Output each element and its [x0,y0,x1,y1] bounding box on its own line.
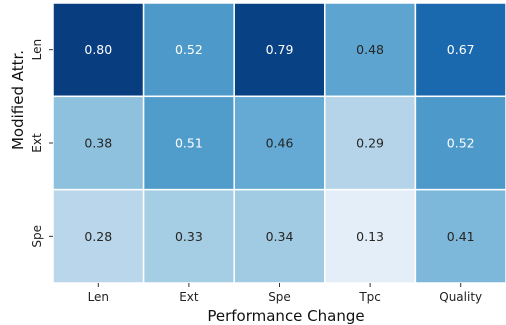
y-axis-label: Modified Attr. [9,50,27,150]
cell-value-label: 0.80 [84,42,112,57]
x-tick-label: Len [88,290,109,304]
cell-value-label: 0.29 [356,136,384,151]
cell-value-label: 0.38 [84,136,112,151]
y-axis-ticks: Len Ext Spe [30,39,53,248]
heatmap-cell [233,2,326,98]
y-tick-label: Len [30,39,44,60]
x-tick-label: Quality [439,290,482,304]
heatmap-cell [233,95,326,191]
cell-value-label: 0.79 [266,42,294,57]
heatmap-cell [324,188,417,284]
heatmap-cell [414,95,506,191]
cell-value-label: 0.46 [266,136,294,151]
cell-value-label: 0.41 [447,229,475,244]
cell-value-label: 0.51 [175,136,203,151]
x-tick-label: Spe [268,290,291,304]
cell-value-label: 0.52 [447,136,475,151]
heatmap-cells: 0.80 0.52 0.79 0.48 0.67 0.38 0.51 0.46 0.29 0.52… [52,2,506,284]
cell-value-label: 0.52 [175,42,203,57]
y-tick-label: Spe [30,225,44,248]
x-axis-label: Performance Change [207,307,364,325]
cell-value-label: 0.34 [266,229,294,244]
cell-value-label: 0.13 [356,229,384,244]
x-tick-label: Tpc [358,290,381,304]
heatmap-cell [52,2,145,98]
x-tick-label: Ext [179,290,199,304]
cell-value-label: 0.33 [175,229,203,244]
cell-value-label: 0.48 [356,42,384,57]
y-tick-label: Ext [30,133,44,153]
heatmap-cell [142,188,235,284]
heatmap-cell [142,2,235,98]
cell-value-label: 0.28 [84,229,112,244]
cell-value-label: 0.67 [447,42,475,57]
x-axis-ticks: Len Ext Spe Tpc Quality [88,283,482,304]
